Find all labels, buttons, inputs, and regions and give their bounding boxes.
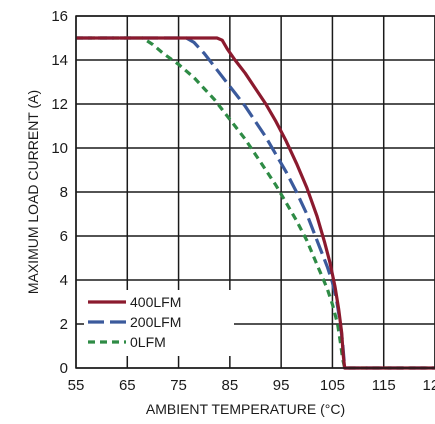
legend-label-0lfm: 0LFM <box>130 334 166 350</box>
grid <box>75 15 435 369</box>
plot-area-frame <box>75 15 435 369</box>
y-tick-label: 0 <box>60 360 68 377</box>
y-tick-label: 6 <box>60 228 68 245</box>
y-tick-label: 14 <box>51 52 68 69</box>
y-tick-label: 10 <box>51 140 68 157</box>
y-tick-label: 4 <box>60 272 68 289</box>
y-tick-label: 16 <box>51 8 68 25</box>
plot-lines <box>76 36 435 370</box>
series-line-400lfm <box>76 36 435 370</box>
y-tick-label: 12 <box>51 96 68 113</box>
x-tick-label: 95 <box>273 377 290 394</box>
x-tick-label: 125 <box>422 377 435 394</box>
x-tick-label: 115 <box>372 377 396 394</box>
x-tick-label: 75 <box>170 377 187 394</box>
x-tick-label: 55 <box>68 377 85 394</box>
x-tick-label: 105 <box>320 377 345 394</box>
y-axis-title: MAXIMUM LOAD CURRENT (A) <box>25 90 41 294</box>
legend: 400LFM 200LFM 0LFM <box>84 290 234 356</box>
x-tick-label: 85 <box>222 377 239 394</box>
tick-labels: 55 65 75 85 95 105 115 125 0 2 4 6 8 10 12 14 16 <box>51 8 435 394</box>
legend-label-200lfm: 200LFM <box>130 314 181 330</box>
y-tick-label: 8 <box>60 184 68 201</box>
x-axis-title: AMBIENT TEMPERATURE (°C) <box>146 401 345 417</box>
x-tick-label: 65 <box>119 377 136 394</box>
legend-label-400lfm: 400LFM <box>130 294 181 310</box>
y-tick-label: 2 <box>60 316 68 333</box>
